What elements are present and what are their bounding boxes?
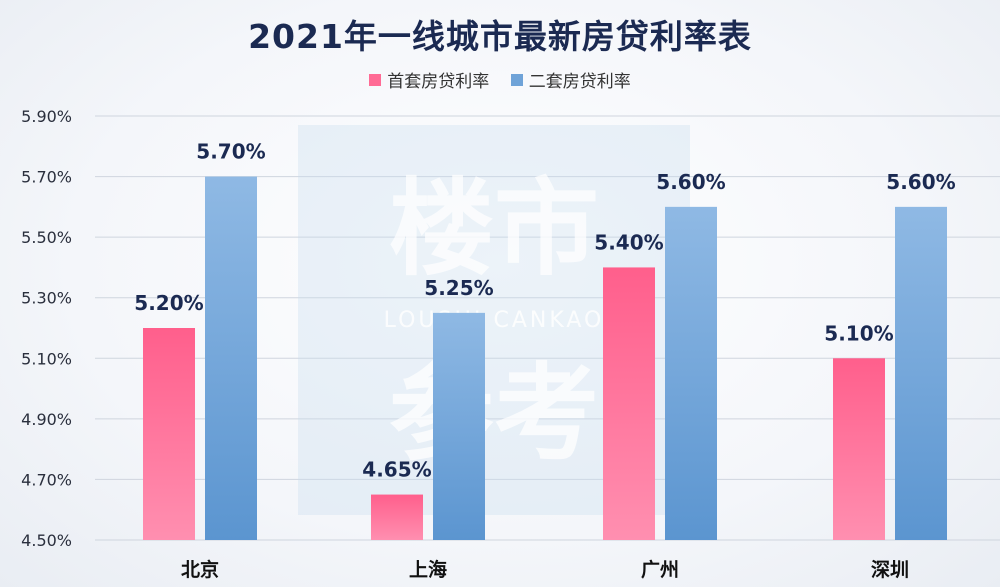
bar-series2 — [665, 206, 717, 540]
data-label: 5.25% — [424, 276, 493, 300]
y-tick-label: 5.30% — [21, 289, 72, 308]
legend-label-series1: 首套房贷利率 — [387, 72, 490, 92]
y-tick-label: 5.50% — [21, 228, 72, 247]
data-label: 5.20% — [134, 291, 203, 315]
y-tick-label: 4.70% — [21, 470, 72, 489]
watermark-text-bottom: 参考 — [389, 353, 599, 475]
x-tick-label: 北京 — [181, 558, 219, 581]
legend-swatch-series2 — [510, 73, 523, 86]
bar-series1 — [143, 328, 195, 540]
legend-item-series1: 首套房贷利率 — [369, 67, 489, 92]
legend: 首套房贷利率 二套房贷利率 — [0, 67, 1000, 92]
y-tick-label: 5.70% — [21, 168, 72, 187]
data-label: 5.70% — [196, 140, 265, 164]
y-tick-label: 5.10% — [21, 349, 72, 368]
legend-label-series2: 二套房贷利率 — [528, 72, 631, 92]
y-tick-label: 4.90% — [21, 410, 72, 429]
bar-series1 — [603, 267, 655, 540]
legend-swatch-series1 — [369, 73, 382, 86]
data-label: 5.60% — [886, 170, 955, 194]
bar-series1 — [833, 358, 885, 540]
x-tick-label: 上海 — [409, 558, 447, 581]
bar-series2 — [205, 176, 257, 541]
bar-series1 — [371, 494, 423, 540]
x-tick-label: 广州 — [641, 558, 679, 581]
chart-title: 2021年一线城市最新房贷利率表 — [248, 17, 752, 56]
bar-series2 — [895, 206, 947, 540]
data-label: 4.65% — [362, 458, 431, 482]
watermark-text-middle: LOUSHI CANKAO — [384, 308, 605, 333]
x-tick-label: 深圳 — [871, 558, 909, 581]
y-tick-label: 5.90% — [21, 107, 72, 126]
data-label: 5.10% — [824, 321, 893, 345]
data-label: 5.60% — [656, 170, 725, 194]
legend-item-series2: 二套房贷利率 — [510, 67, 631, 92]
y-tick-label: 4.50% — [21, 531, 72, 550]
data-label: 5.40% — [594, 230, 663, 254]
watermark-text-top: 楼市 — [389, 168, 599, 290]
bar-series2 — [433, 312, 485, 540]
